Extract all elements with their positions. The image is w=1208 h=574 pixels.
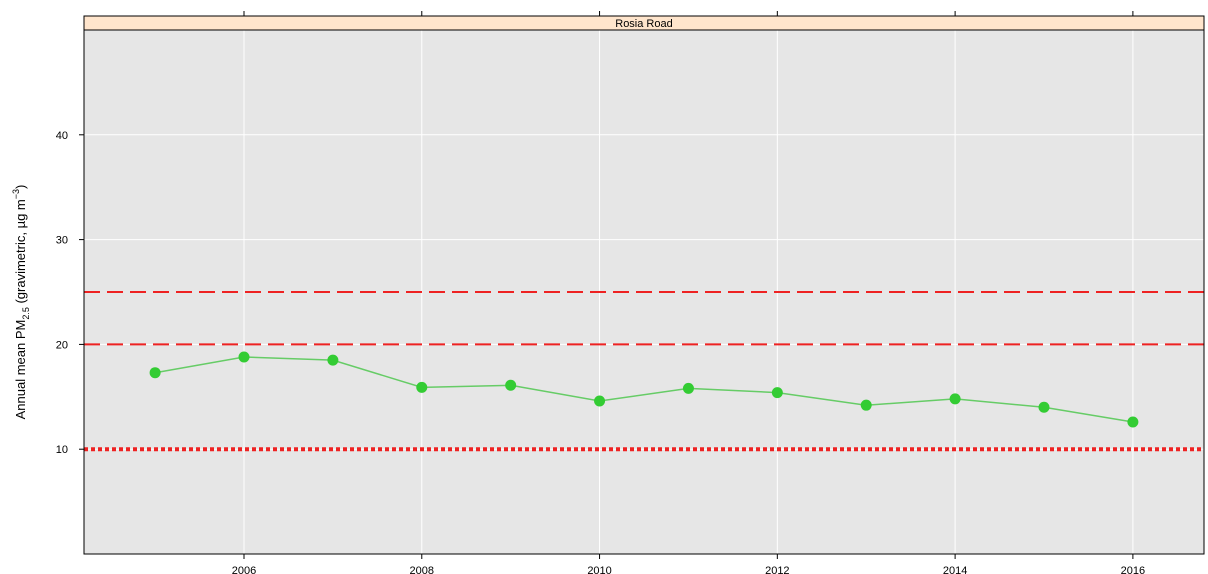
y-tick-label-30: 30 [56, 235, 68, 247]
x-tick-label-2006: 2006 [232, 565, 256, 574]
panel-title: Rosia Road [615, 18, 672, 30]
panel-strip [83, 15, 1205, 31]
y-axis-label-main: Annual mean PM [13, 320, 28, 420]
data-point-2005 [149, 367, 161, 379]
data-point-2014 [949, 393, 961, 405]
x-tick-label-2008: 2008 [410, 565, 434, 574]
x-tick-label-2014: 2014 [943, 565, 967, 574]
axes: 2006 2008 2010 2012 2014 2016 10 20 30 40 [56, 11, 1145, 574]
data-point-2015 [1038, 401, 1050, 413]
data-point-2008 [416, 381, 428, 393]
y-axis-label: Annual mean PM2.5 (gravimetric, µg m−3) [11, 185, 31, 420]
data-point-2012 [771, 387, 783, 399]
y-tick-label-10: 10 [56, 444, 68, 456]
data-point-2011 [682, 382, 694, 394]
y-tick-label-40: 40 [56, 130, 68, 142]
series-layer [149, 351, 1139, 428]
data-point-2013 [860, 399, 872, 411]
y-axis-label-superscript: −3 [11, 189, 21, 199]
data-point-2010 [594, 395, 606, 407]
data-point-2016 [1127, 416, 1139, 428]
series-line-0 [154, 356, 1134, 423]
x-tick-label-2012: 2012 [765, 565, 789, 574]
x-tick-label-2016: 2016 [1121, 565, 1145, 574]
y-axis-label-subscript: 2.5 [21, 307, 31, 320]
y-tick-label-20: 20 [56, 339, 68, 351]
data-point-2007 [327, 354, 339, 366]
y-axis-label-middle: (gravimetric, µg m [13, 199, 28, 307]
y-axis-label-end: ) [13, 185, 28, 189]
data-point-2006 [238, 351, 250, 363]
reference-lines [84, 291, 1204, 452]
x-tick-label-2010: 2010 [587, 565, 611, 574]
data-point-2009 [505, 379, 517, 391]
